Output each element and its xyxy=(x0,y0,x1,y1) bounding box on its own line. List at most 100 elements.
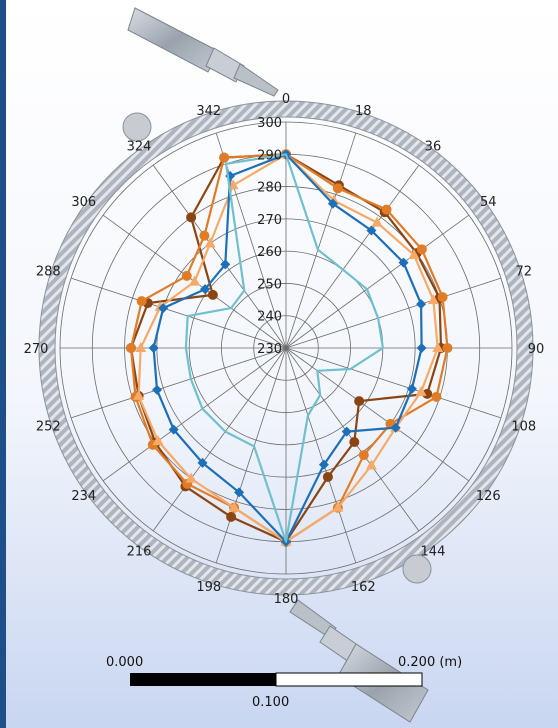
data-point xyxy=(371,216,383,227)
data-point xyxy=(406,383,417,394)
angle-tick-label: 126 xyxy=(476,489,501,504)
top-nozzle xyxy=(127,7,279,97)
data-point xyxy=(416,343,427,353)
radial-tick-label: 260 xyxy=(257,245,282,260)
data-point xyxy=(197,457,208,468)
data-point xyxy=(207,289,218,300)
data-point xyxy=(437,292,448,303)
series-line xyxy=(184,153,384,543)
data-point xyxy=(234,487,245,498)
grid-spoke xyxy=(285,347,502,419)
data-point xyxy=(220,259,231,270)
data-point xyxy=(431,391,442,402)
data-point xyxy=(152,384,163,395)
data-point xyxy=(332,183,343,194)
radial-tick-label: 270 xyxy=(257,213,282,228)
angle-tick-label: 198 xyxy=(196,580,221,595)
data-point xyxy=(133,389,145,400)
tube-ring-outline xyxy=(38,100,534,596)
grid-spoke xyxy=(152,347,287,532)
data-point xyxy=(332,501,344,512)
angle-tick-label: 288 xyxy=(36,265,61,280)
angle-tick-label: 72 xyxy=(515,265,532,280)
data-point xyxy=(135,342,147,352)
data-point xyxy=(381,204,392,215)
data-point xyxy=(322,471,333,482)
side-knob xyxy=(402,554,432,584)
data-point xyxy=(318,459,329,470)
radial-tick-label: 300 xyxy=(257,116,282,131)
grid-spoke xyxy=(285,132,357,349)
data-point xyxy=(168,424,179,435)
data-point xyxy=(228,501,240,512)
angle-tick-label: 234 xyxy=(71,489,96,504)
scale-right-label: 0.200 (m) xyxy=(398,655,462,670)
data-point xyxy=(199,230,210,241)
angle-tick-label: 306 xyxy=(71,195,96,210)
data-point xyxy=(365,459,377,470)
data-point xyxy=(366,225,377,236)
series-layer xyxy=(126,148,453,547)
data-point xyxy=(427,294,439,305)
data-point xyxy=(126,343,137,353)
window-edge xyxy=(0,0,6,728)
data-point xyxy=(416,299,427,310)
grid-spoke xyxy=(285,214,470,349)
grid-spoke xyxy=(285,347,357,564)
data-point xyxy=(148,343,159,353)
axis-labels: 0 18 36 54 72 90 108 126 144 162 180 198 216 234 252 27… xyxy=(24,92,545,607)
scale-bar-black xyxy=(130,673,276,686)
data-point xyxy=(136,296,147,307)
data-point xyxy=(358,450,369,461)
data-point xyxy=(219,152,230,163)
data-point xyxy=(204,237,216,248)
angle-tick-label: 216 xyxy=(127,544,152,559)
scale-left-label: 0.000 xyxy=(106,655,143,670)
grid-spoke xyxy=(285,347,470,482)
data-point xyxy=(189,275,201,286)
scale-mid-label: 0.100 xyxy=(252,695,289,710)
data-point xyxy=(415,385,427,396)
radial-tick-label: 280 xyxy=(257,181,282,196)
angle-tick-label: 162 xyxy=(351,580,376,595)
angle-tick-label: 36 xyxy=(425,140,442,155)
data-point xyxy=(416,244,427,255)
angle-tick-label: 342 xyxy=(196,104,221,119)
grid-spoke xyxy=(215,347,287,564)
data-point xyxy=(442,343,453,353)
radial-tick-label: 240 xyxy=(257,310,282,325)
data-point xyxy=(408,249,420,260)
data-point xyxy=(398,257,409,268)
tube-ring xyxy=(39,101,533,595)
grid-spoke xyxy=(70,277,287,349)
grid-spoke xyxy=(285,164,420,349)
angle-tick-label: 54 xyxy=(480,195,497,210)
tube-ring-inner-outline xyxy=(54,116,518,580)
grid-spoke xyxy=(102,347,287,482)
data-point xyxy=(349,437,360,448)
data-point xyxy=(422,388,433,399)
angle-tick-label: 180 xyxy=(274,592,299,607)
angle-tick-label: 18 xyxy=(355,104,372,119)
data-point xyxy=(185,472,197,483)
grid-spoke xyxy=(70,347,287,419)
data-point xyxy=(181,270,192,281)
angle-tick-label: 324 xyxy=(127,140,152,155)
data-point xyxy=(226,511,237,522)
data-point xyxy=(390,422,401,433)
data-point xyxy=(158,303,169,314)
side-knob xyxy=(122,112,152,142)
data-point xyxy=(432,342,444,352)
angle-tick-label: 270 xyxy=(24,342,49,357)
data-point xyxy=(327,198,338,209)
angle-tick-label: 0 xyxy=(282,92,290,107)
data-point xyxy=(354,396,365,407)
scale-bar-white xyxy=(275,672,423,687)
data-point xyxy=(152,434,164,445)
data-point xyxy=(341,426,352,437)
radial-tick-label: 290 xyxy=(257,148,282,163)
data-point xyxy=(186,212,197,223)
grid-spoke xyxy=(285,277,502,349)
